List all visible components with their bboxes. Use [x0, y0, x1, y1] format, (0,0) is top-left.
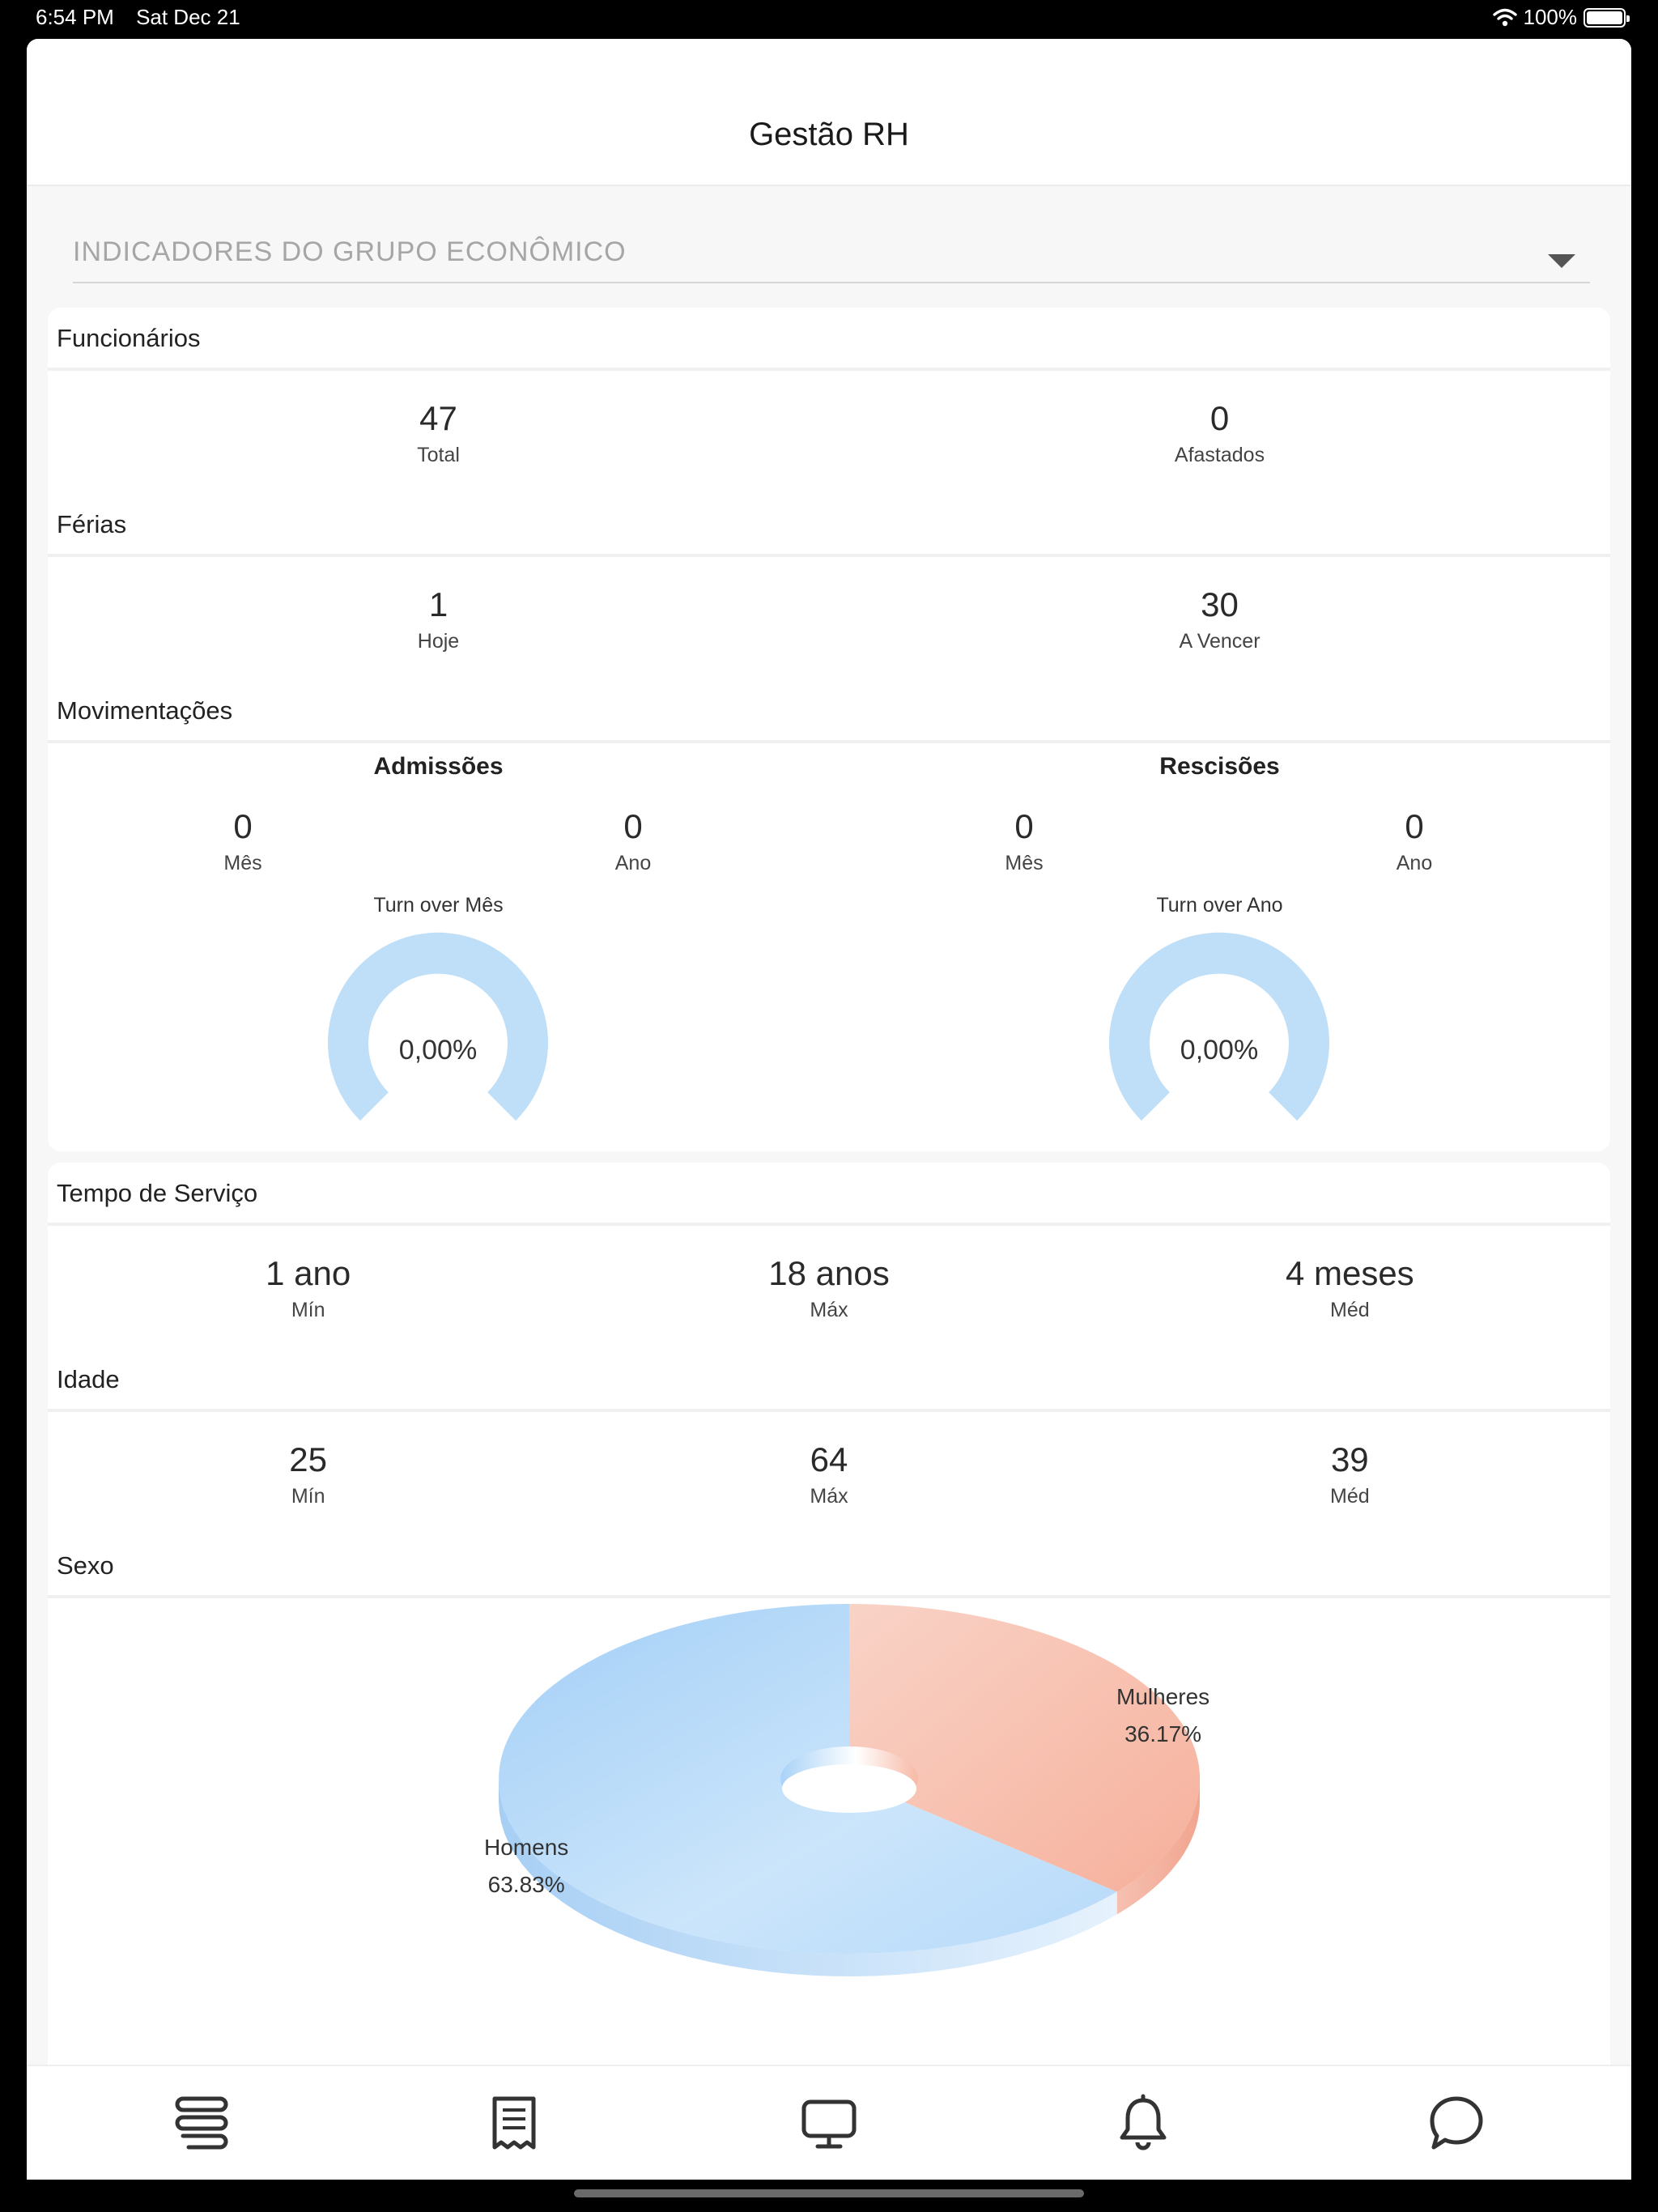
status-bar: 6:54 PM Sat Dec 21 100%: [0, 0, 1658, 36]
admissoes-ano-label: Ano: [614, 852, 652, 874]
turnover-mes-value: 0,00%: [398, 1035, 478, 1066]
stat-tempo-max-value: 18 anos: [768, 1254, 890, 1292]
stat-tempo-max-label: Máx: [810, 1299, 848, 1321]
app-window: Gestão RH INDICADORES DO GRUPO ECONÔMICO…: [27, 39, 1631, 2180]
rescisoes-mes-label: Mês: [1005, 852, 1044, 874]
rescisoes-section: Rescisões 0 Mês 0 Ano Turn over Ano 0,00…: [829, 743, 1610, 1148]
status-time: 6:54 PM: [36, 5, 114, 29]
card-title-ferias: Férias: [57, 510, 127, 538]
stat-tempo-min: 1 ano Mín: [48, 1253, 568, 1322]
rescisoes-mes-value: 0: [1014, 807, 1034, 845]
admissoes-ano-value: 0: [623, 807, 643, 845]
stat-a-vencer-value: 30: [1201, 585, 1239, 623]
pie-label-mulheres-value: 36.17%: [1124, 1721, 1202, 1746]
stat-idade-med-value: 39: [1330, 1440, 1369, 1478]
stat-idade-max-value: 64: [810, 1440, 848, 1478]
rescisoes-mes: 0 Mês: [829, 806, 1219, 875]
battery-icon: [1584, 7, 1630, 28]
rescisoes-ano-label: Ano: [1396, 852, 1433, 874]
turnover-mes-label: Turn over Mês: [373, 894, 504, 917]
stat-hoje: 1 Hoje: [48, 585, 829, 653]
stat-a-vencer: 30 A Vencer: [829, 585, 1610, 653]
stat-idade-max: 64 Máx: [568, 1440, 1089, 1508]
card-sexo: Sexo: [48, 1535, 1610, 2078]
card-ferias: Férias 1 Hoje 30 A Vencer: [48, 494, 1610, 708]
pie-svg: [499, 1604, 1201, 1976]
pie-label-mulheres: Mulheres 36.17%: [1116, 1678, 1209, 1753]
stat-tempo-min-label: Mín: [291, 1299, 325, 1321]
card-title-tempo-servico: Tempo de Serviço: [57, 1179, 258, 1207]
home-indicator: [574, 2189, 1084, 2197]
turnover-ano-value: 0,00%: [1180, 1035, 1259, 1066]
wifi-icon: [1492, 8, 1517, 26]
stat-a-vencer-label: A Vencer: [1179, 630, 1261, 653]
rescisoes-ano-value: 0: [1405, 807, 1424, 845]
stat-hoje-value: 1: [428, 585, 449, 623]
admissoes-mes-value: 0: [233, 807, 253, 845]
stat-idade-med-label: Méd: [1330, 1485, 1370, 1508]
tab-bar: [27, 2065, 1631, 2180]
pie-hole: [782, 1764, 916, 1813]
gauge-arc: [1109, 932, 1329, 1121]
admissoes-mes-label: Mês: [223, 852, 262, 874]
stat-idade-max-label: Máx: [810, 1485, 848, 1508]
stat-afastados-label: Afastados: [1174, 444, 1265, 466]
admissoes-heading: Admissões: [373, 753, 504, 780]
rescisoes-heading: Rescisões: [1159, 753, 1280, 780]
card-title-funcionarios: Funcionários: [57, 324, 201, 352]
group-selector-value: INDICADORES DO GRUPO ECONÔMICO: [73, 236, 627, 267]
stat-idade-min-value: 25: [289, 1440, 328, 1478]
pie-label-mulheres-name: Mulheres: [1116, 1684, 1210, 1709]
stat-total-value: 47: [419, 399, 457, 437]
turnover-ano-gauge: 0,00%: [1106, 931, 1333, 1134]
card-title-idade: Idade: [57, 1365, 120, 1393]
stat-tempo-max: 18 anos Máx: [568, 1253, 1089, 1322]
stat-tempo-med: 4 meses Méd: [1090, 1253, 1610, 1322]
pie-label-homens: Homens 63.83%: [484, 1829, 568, 1904]
card-movimentacoes: Movimentações Admissões 0 Mês 0 Ano Turn…: [48, 680, 1610, 1151]
pie-slice-mulheres: [849, 1604, 1201, 1892]
stat-idade-min-label: Mín: [291, 1485, 325, 1508]
pie-side-homens: [499, 1779, 1117, 1976]
stat-tempo-min-value: 1 ano: [266, 1254, 351, 1292]
turnover-mes-gauge: 0,00%: [325, 931, 551, 1134]
stat-afastados-value: 0: [1209, 399, 1230, 437]
caret-down-icon[interactable]: [1548, 254, 1575, 268]
pie-label-homens-name: Homens: [484, 1835, 569, 1860]
stat-idade-med: 39 Méd: [1090, 1440, 1610, 1508]
stat-tempo-med-value: 4 meses: [1285, 1254, 1414, 1292]
pie-side-mulheres: [1116, 1779, 1200, 1915]
card-title-sexo: Sexo: [57, 1551, 114, 1580]
group-selector-dropdown[interactable]: INDICADORES DO GRUPO ECONÔMICO: [73, 215, 1590, 283]
rescisoes-ano: 0 Ano: [1219, 806, 1609, 875]
admissoes-mes: 0 Mês: [48, 806, 438, 875]
card-title-movimentacoes: Movimentações: [57, 696, 233, 725]
battery-percent: 100%: [1523, 5, 1578, 29]
card-tempo-servico: Tempo de Serviço 1 ano Mín 18 anos Máx 4…: [48, 1163, 1610, 1376]
turnover-ano-label: Turn over Ano: [1156, 894, 1283, 917]
card-idade: Idade 25 Mín 64 Máx 39 Méd: [48, 1349, 1610, 1563]
bell-icon[interactable]: [1114, 2094, 1172, 2152]
stat-idade-min: 25 Mín: [48, 1440, 568, 1508]
pie-label-homens-value: 63.83%: [487, 1872, 565, 1897]
page-title: Gestão RH: [749, 117, 909, 152]
monitor-icon[interactable]: [800, 2094, 858, 2152]
stack-icon[interactable]: [172, 2094, 231, 2152]
stat-total-label: Total: [417, 444, 460, 466]
gauge-arc: [328, 932, 548, 1121]
card-funcionarios: Funcionários 47 Total 0 Afastados: [48, 308, 1610, 521]
stat-tempo-med-label: Méd: [1330, 1299, 1370, 1321]
chat-icon[interactable]: [1427, 2094, 1486, 2152]
stat-hoje-label: Hoje: [417, 630, 460, 653]
header: Gestão RH: [27, 39, 1631, 186]
receipt-icon[interactable]: [485, 2094, 543, 2152]
status-date: Sat Dec 21: [136, 5, 240, 29]
admissoes-section: Admissões 0 Mês 0 Ano Turn over Mês 0,00…: [48, 743, 829, 1148]
stat-afastados: 0 Afastados: [829, 398, 1610, 467]
stat-total: 47 Total: [48, 398, 829, 467]
admissoes-ano: 0 Ano: [438, 806, 828, 875]
sexo-pie-chart: Homens 63.83% Mulheres 36.17%: [48, 1598, 1610, 2035]
